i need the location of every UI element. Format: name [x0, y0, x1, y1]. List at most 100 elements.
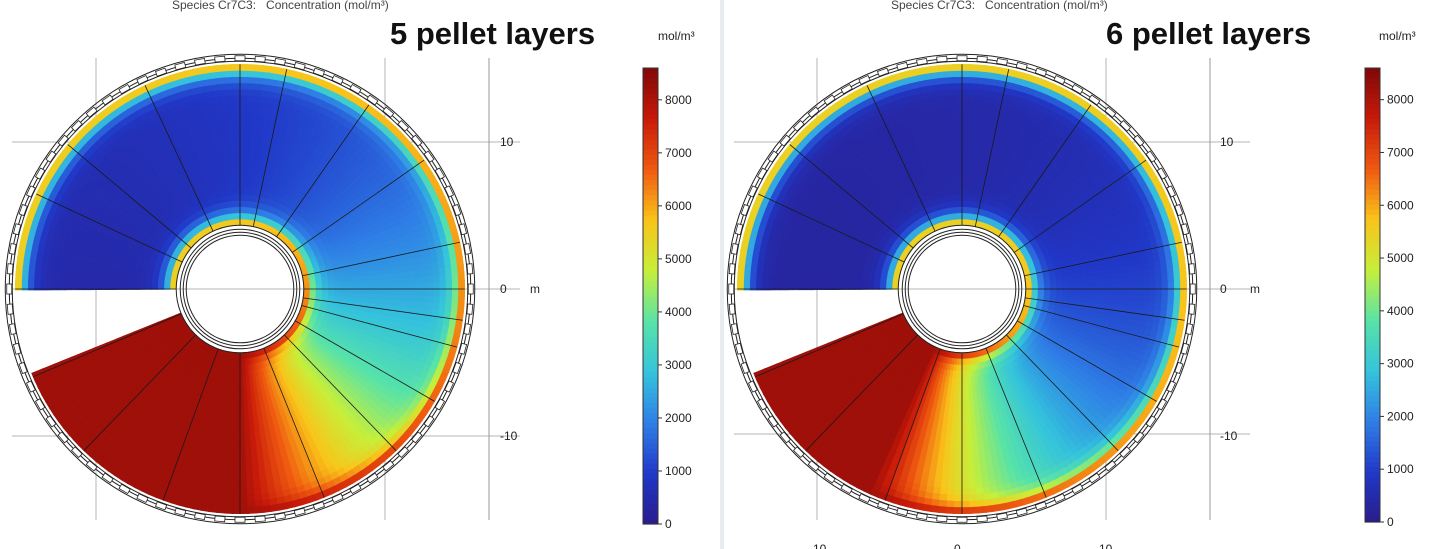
colorbar-segment [643, 463, 658, 469]
colorbar-tick-label: 3000 [665, 358, 692, 372]
colorbar-segment [643, 255, 658, 262]
outer-tab [411, 134, 423, 147]
colorbar-segment [643, 285, 658, 292]
outer-tab [434, 167, 446, 180]
colorbar-segment [643, 199, 658, 206]
colorbar-segment [643, 270, 658, 277]
colorbar-tick-label: 0 [665, 517, 672, 531]
colorbar-segment [643, 118, 658, 125]
outer-tab [118, 83, 131, 95]
colorbar-segment [643, 442, 658, 449]
colorbar-segment [643, 341, 658, 348]
outer-tab [349, 483, 362, 495]
colorbar-segment [643, 174, 658, 181]
colorbar-segment [643, 230, 658, 236]
colorbar-segment [643, 280, 658, 287]
colorbar-segment [643, 382, 658, 388]
colorbar-segment [643, 73, 658, 79]
outer-tab [45, 150, 57, 163]
colorbar-segment [643, 240, 658, 246]
colorbar-segment [643, 260, 658, 267]
outer-tab [85, 460, 98, 472]
outer-tab [467, 283, 474, 295]
colorbar-segment [643, 356, 658, 363]
colorbar-unit: mol/m³ [658, 29, 695, 43]
outer-tab [234, 55, 246, 62]
colorbar-segment [643, 98, 658, 105]
colorbar-segment [643, 88, 658, 94]
axis-unit-label: m [530, 282, 540, 296]
outer-tab [6, 263, 14, 275]
colorbar-segment [643, 387, 658, 393]
y-tick-label: 10 [500, 135, 514, 149]
colorbar-segment [643, 458, 658, 464]
colorbar-segment [643, 250, 658, 257]
outer-tab [234, 516, 246, 523]
outer-tab [85, 106, 98, 118]
colorbar-segment [643, 93, 658, 99]
colorbar-segment [643, 123, 658, 130]
colorbar-segment [643, 108, 658, 115]
colorbar-segment [643, 372, 658, 378]
y-tick-label: -10 [500, 429, 518, 443]
colorbar-segment [643, 503, 658, 510]
outer-tab [466, 263, 474, 275]
outer-tab [366, 472, 379, 484]
outer-tab [423, 150, 435, 163]
colorbar-segment [643, 179, 658, 186]
colorbar-segment [643, 164, 658, 170]
colorbar-segment [643, 169, 658, 175]
outer-tab [434, 398, 446, 411]
plot-title: Species Cr7C3: Concentration (mol/m³) [172, 0, 389, 12]
colorbar-segment [643, 377, 658, 383]
colorbar-segment [643, 225, 658, 231]
colorbar-segment [643, 220, 658, 226]
colorbar-segment [643, 407, 658, 414]
outer-tab [57, 134, 69, 147]
colorbar-segment [643, 483, 658, 490]
colorbar-segment [643, 214, 658, 221]
outer-tab [423, 415, 435, 428]
colorbar-segment [643, 68, 658, 74]
colorbar-segment [643, 138, 658, 145]
colorbar-segment [643, 468, 658, 474]
colorbar-segment [643, 189, 658, 196]
outer-tab [45, 415, 57, 428]
outer-tab [254, 55, 266, 63]
colorbar-segment [643, 296, 658, 302]
outer-tab [366, 94, 379, 106]
colorbar-tick-label: 7000 [665, 146, 692, 160]
colorbar-segment [643, 154, 658, 160]
colorbar-segment [643, 113, 658, 120]
outer-tab [70, 446, 83, 459]
outer-tab [214, 515, 226, 523]
outer-tab [6, 303, 14, 315]
colorbar-segment [643, 392, 658, 398]
colorbar-tick-label: 8000 [665, 93, 692, 107]
outer-tab [70, 119, 83, 132]
plot-area: 100-10m-10 0 10010002000300040005000600070… [726, 53, 1414, 549]
colorbar-segment [643, 83, 658, 89]
colorbar-tick-label: 5000 [665, 252, 692, 266]
annotation-label: 5 pellet layers [390, 16, 596, 51]
outer-tab [57, 431, 69, 444]
colorbar-segment [643, 144, 658, 150]
colorbar-segment [643, 235, 658, 241]
outer-tab [101, 94, 114, 106]
colorbar-segment [643, 78, 658, 84]
colorbar-segment [643, 453, 658, 459]
outer-tab [214, 55, 226, 63]
colorbar-segment [643, 417, 658, 424]
colorbar-segment [643, 493, 658, 500]
colorbar-segment [643, 128, 658, 135]
colorbar-segment [643, 351, 658, 358]
outer-tab [397, 446, 410, 459]
y-tick-label: 0 [500, 282, 507, 296]
colorbar-segment [643, 194, 658, 201]
colorbar-segment [643, 346, 658, 353]
colorbar-segment [643, 204, 658, 211]
colorbar-segment [643, 306, 658, 312]
colorbar-tick-label: 6000 [665, 199, 692, 213]
colorbar-segment [643, 209, 658, 216]
